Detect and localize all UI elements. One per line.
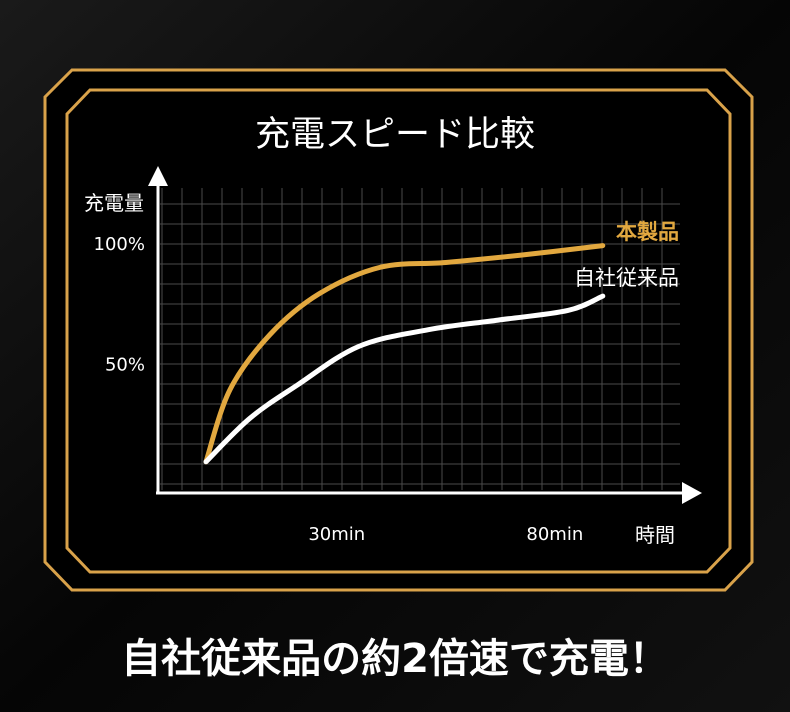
series-label-legacy: 自社従来品	[574, 266, 679, 290]
x-tick-label: 80min	[526, 524, 583, 545]
axes	[148, 166, 702, 504]
series-label-product: 本製品	[616, 220, 679, 244]
y-tick-label: 100%	[94, 234, 145, 255]
series-line-legacy	[203, 293, 606, 465]
y-tick-label: 50%	[105, 354, 145, 375]
x-axis-label: 時間	[635, 523, 675, 547]
x-axis-arrow-icon	[682, 482, 702, 504]
series-line-product	[203, 243, 606, 465]
x-tick-label: 30min	[308, 524, 365, 545]
y-axis-arrow-icon	[148, 166, 168, 186]
inner-frame	[65, 88, 732, 574]
chart-title: 充電スピード比較	[255, 115, 535, 155]
y-axis-label: 充電量	[84, 191, 144, 215]
headline: 自社従来品の約2倍速で充電！	[121, 636, 669, 682]
